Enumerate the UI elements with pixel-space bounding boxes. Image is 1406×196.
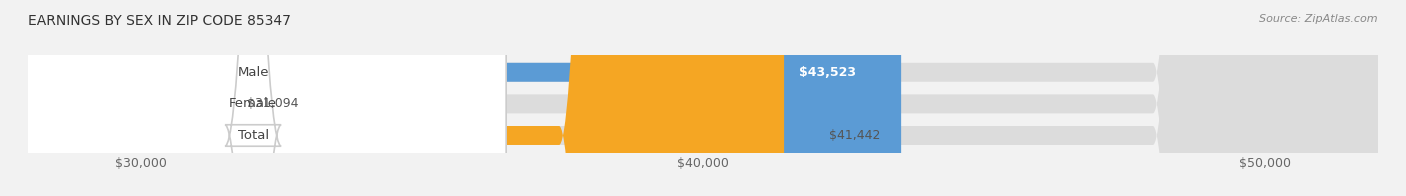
FancyBboxPatch shape (28, 0, 1378, 196)
FancyBboxPatch shape (28, 0, 1378, 196)
Text: Male: Male (238, 66, 269, 79)
FancyBboxPatch shape (0, 0, 506, 196)
Text: Female: Female (229, 97, 277, 110)
Text: Source: ZipAtlas.com: Source: ZipAtlas.com (1260, 14, 1378, 24)
Text: $31,094: $31,094 (247, 97, 298, 110)
FancyBboxPatch shape (28, 0, 901, 196)
FancyBboxPatch shape (0, 0, 506, 196)
FancyBboxPatch shape (28, 0, 785, 196)
FancyBboxPatch shape (0, 0, 506, 196)
Text: EARNINGS BY SEX IN ZIP CODE 85347: EARNINGS BY SEX IN ZIP CODE 85347 (28, 14, 291, 28)
Text: Total: Total (238, 129, 269, 142)
Text: $43,523: $43,523 (799, 66, 856, 79)
Text: $41,442: $41,442 (830, 129, 880, 142)
FancyBboxPatch shape (0, 0, 253, 196)
FancyBboxPatch shape (28, 0, 1378, 196)
